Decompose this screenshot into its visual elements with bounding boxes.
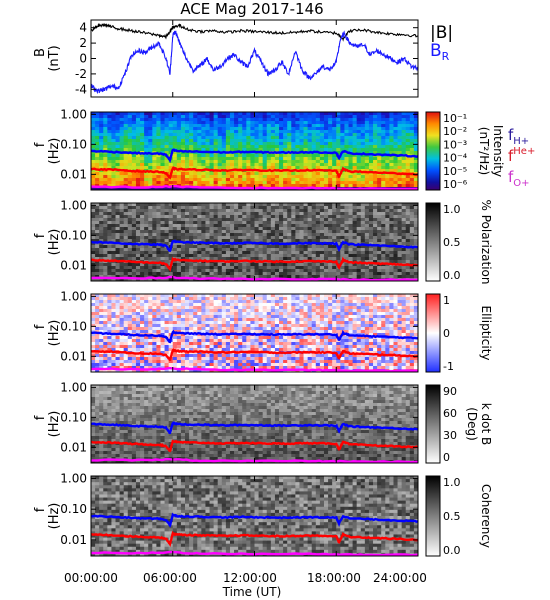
y-tick-label: 1.00 [60,289,87,303]
legend-b-r: BR [430,41,450,63]
y-axis-label: f [33,324,48,329]
spectrogram-background [91,476,419,557]
y-tick-label: 1.00 [60,471,87,485]
y-axis-label: f [33,233,48,238]
colorbar-ellipticity [425,293,441,373]
b-series-line-radial [90,30,419,95]
freq-series-line-h [90,148,419,164]
colorbar-polarization [425,202,441,282]
freq-series-line-h [90,329,419,344]
y-tick-label: 4 [79,21,87,35]
legend-total-b: |B| [430,23,453,43]
colorbar-title: Coherency [479,484,493,548]
colorbar-tick-label: 10⁻⁴ [443,152,468,165]
colorbar-coherency [425,475,441,557]
colorbar-tick-label: 30 [443,429,457,442]
y-tick-label: 2 [79,36,87,50]
colorbar-tick-label: 0 [443,327,450,340]
spectrogram-background [91,385,419,464]
colorbar-tick-label: 90 [443,385,457,398]
legend-f-he: fHe+ [508,146,535,165]
colorbar-tick-label: 1.0 [443,476,461,489]
freq-series-line-he [91,348,419,361]
colorbar-tick-label: 10⁻³ [443,138,467,151]
y-tick-label: 1.00 [60,380,87,394]
y-tick-label: 1.00 [60,198,87,212]
colorbar-tick-label: 10⁻⁵ [443,165,467,178]
colorbar-intensity [425,111,441,191]
y-axis-unit: (nT) [47,45,62,71]
y-axis-unit: (Hz) [47,320,62,347]
y-axis-label: f [33,507,48,512]
y-tick-label: -2 [75,67,87,81]
colorbar-tick-label: 60 [443,407,457,420]
y-tick-label: 0.10 [60,502,87,516]
y-axis-label: f [33,142,48,147]
colorbar-tick-label: 10⁻¹ [443,112,467,125]
y-tick-label: 0.10 [60,228,87,242]
y-axis-unit: (Hz) [47,138,62,165]
x-tick-label: 12:00:00 [223,571,277,585]
colorbar-tick-label: 0.0 [443,269,461,282]
x-tick-label: 06:00:00 [143,571,197,585]
colorbar-k-dot-b [425,384,441,464]
colorbar-tick-label: 0 [443,451,450,464]
y-axis-unit: (Hz) [47,229,62,256]
colorbar-tick-label: 0.5 [443,510,461,523]
legend-f-h: fH+ [508,126,529,147]
y-tick-label: 1.00 [60,107,87,121]
colorbar-tick-label: 10⁻⁶ [443,178,468,191]
freq-series-line-he [90,530,419,548]
colorbar-tick-label: 0.5 [443,236,461,249]
y-axis-unit: (Hz) [47,503,62,530]
colorbar-tick-label: 10⁻² [443,125,467,138]
y-tick-label: 0.01 [60,167,87,181]
freq-series-line-he [90,166,419,180]
panel-frames [90,19,441,557]
y-tick-label: 0.01 [60,258,87,272]
colorbar-unit: (Deg) [465,407,479,441]
x-tick-label: 00:00:00 [64,571,118,585]
axis-labels: 420-2-4B (nT)1.000.100.01f (Hz)10⁻¹10⁻²10⁻… [33,21,505,557]
colorbar-title: Ellipticity [479,306,493,361]
freq-series-line-he [90,439,419,453]
y-tick-label: 0 [79,52,87,66]
colorbar-unit: (nT²/Hz) [477,127,491,175]
colorbar-title: k dot B [479,403,493,445]
colorbar-title: % Polarization [479,200,493,285]
y-tick-label: 0.10 [60,137,87,151]
data-lines [90,22,419,557]
x-tick-label: 24:00:00 [373,571,427,585]
y-tick-label: 0.01 [60,349,87,363]
y-tick-label: 0.01 [60,533,87,547]
colorbar-tick-label: 0.0 [443,544,461,557]
colorbar-tick-label: -1 [443,360,454,373]
b-series-line-total [90,22,418,42]
x-tick-label: 18:00:00 [307,571,361,585]
y-tick-label: 0.10 [60,410,87,424]
x-axis-label: Time (UT) [222,585,282,599]
freq-series-line-h [90,239,419,253]
freq-series-line-h [90,512,419,528]
y-tick-label: -4 [75,82,87,96]
colorbar-title: Intensity [491,125,505,177]
y-axis-unit: (Hz) [47,411,62,438]
freq-series-line-h [90,421,419,434]
y-axis-label: f [33,415,48,420]
y-axis-label: B [33,48,48,57]
freq-series-line-he [90,256,419,272]
y-tick-label: 0.10 [60,319,87,333]
figure-title: ACE Mag 2017-146 [180,0,323,18]
colorbar-tick-label: 1.0 [443,203,461,216]
colorbar-tick-label: 1 [443,294,450,307]
legend-f-o: fO+ [508,168,530,189]
y-tick-label: 0.01 [60,440,87,454]
